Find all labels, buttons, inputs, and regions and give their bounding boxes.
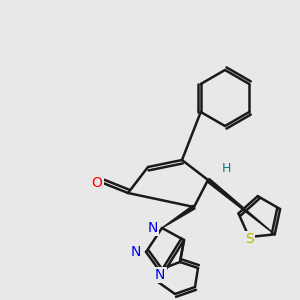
Text: N: N: [148, 221, 158, 235]
Text: O: O: [92, 176, 102, 190]
Polygon shape: [162, 205, 195, 228]
Text: S: S: [244, 232, 253, 246]
Polygon shape: [207, 178, 275, 234]
Text: H: H: [221, 161, 231, 175]
Text: N: N: [130, 245, 141, 259]
Text: N: N: [155, 268, 165, 282]
